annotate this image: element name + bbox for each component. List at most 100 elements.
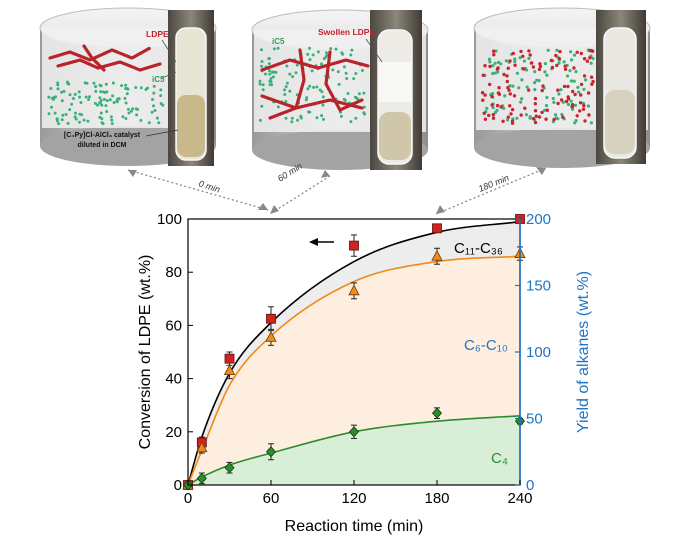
molecule-dot <box>260 104 264 108</box>
molecule-dot <box>66 121 70 125</box>
molecule-dot <box>496 70 500 74</box>
molecule-dot <box>126 107 130 111</box>
time-label-0: 0 min <box>197 178 221 194</box>
molecule-dot <box>531 65 536 69</box>
molecule-dot <box>587 113 591 117</box>
molecule-dot <box>129 109 133 113</box>
molecule-dot <box>509 112 513 116</box>
label-ldpe: LDPE <box>146 29 169 39</box>
molecule-dot <box>320 90 324 94</box>
molecule-dot <box>487 57 491 61</box>
molecule-dot <box>267 62 271 66</box>
molecule-dot <box>60 99 64 103</box>
molecule-dot <box>502 72 506 77</box>
molecule-dot <box>150 110 154 114</box>
molecule-dot <box>288 89 292 93</box>
molecule-dot <box>306 87 310 91</box>
molecule-dot <box>70 102 74 106</box>
molecule-dot <box>591 56 595 61</box>
molecule-dot <box>283 93 287 96</box>
molecule-dot <box>352 77 356 81</box>
molecule-dot <box>534 114 538 118</box>
molecule-dot <box>485 106 489 110</box>
molecule-dot <box>62 89 66 93</box>
molecule-dot <box>100 103 104 107</box>
molecule-dot <box>488 60 492 64</box>
molecule-dot <box>284 85 288 89</box>
x-tick-label: 60 <box>263 490 280 507</box>
molecule-dot <box>85 81 89 85</box>
molecule-dot <box>572 53 577 57</box>
molecule-dot <box>362 91 366 95</box>
molecule-dot <box>84 95 88 99</box>
molecule-dot <box>349 120 353 124</box>
molecule-dot <box>520 97 524 101</box>
molecule-dot <box>481 98 485 102</box>
molecule-dot <box>99 111 103 115</box>
molecule-dot <box>574 70 578 74</box>
time-label-180: 180 min <box>477 173 510 194</box>
molecule-dot <box>533 81 537 85</box>
molecule-dot <box>540 110 544 115</box>
molecule-dot <box>304 98 308 102</box>
molecule-dot <box>586 91 591 95</box>
molecule-dot <box>565 74 570 78</box>
molecule-dot <box>488 64 492 69</box>
molecule-dot <box>134 107 138 111</box>
panel-60min: iC5 Swollen LDPE <box>251 9 429 170</box>
molecule-dot <box>533 102 537 106</box>
y-tick-label: 40 <box>165 371 182 388</box>
molecule-dot <box>517 86 521 90</box>
molecule-dot <box>508 92 512 96</box>
molecule-dot <box>306 52 310 56</box>
marker-conversion-30 <box>224 353 235 364</box>
molecule-dot <box>493 61 497 65</box>
molecule-dot <box>573 92 577 97</box>
molecule-dot <box>109 115 113 119</box>
molecule-dot <box>322 117 325 121</box>
molecule-dot <box>483 63 487 68</box>
marker-c4-10 <box>196 472 207 484</box>
molecule-dot <box>492 49 496 53</box>
molecule-dot <box>483 117 488 122</box>
molecule-dot <box>522 59 527 63</box>
molecule-dot <box>560 112 564 117</box>
molecule-dot <box>490 103 494 107</box>
molecule-dot <box>545 73 549 77</box>
molecule-dot <box>531 117 536 121</box>
molecule-dot <box>60 90 64 94</box>
molecule-dot <box>538 64 543 69</box>
marker-c4-180 <box>431 407 443 419</box>
molecule-dot <box>320 114 324 118</box>
molecule-dot <box>515 116 519 120</box>
molecule-dot <box>305 96 309 100</box>
molecule-dot <box>123 96 127 100</box>
molecule-dot <box>134 86 138 89</box>
molecule-dot <box>551 96 555 101</box>
y-axis-right: 0 50 100 150 200 <box>515 211 551 494</box>
molecule-dot <box>78 120 81 124</box>
molecule-dot <box>125 92 129 96</box>
molecule-dot <box>283 88 286 92</box>
molecule-dot <box>105 99 109 103</box>
molecule-dot <box>558 49 562 54</box>
molecule-dot <box>260 64 263 68</box>
molecule-dot <box>482 111 486 116</box>
molecule-dot <box>103 91 107 94</box>
molecule-dot <box>334 47 338 51</box>
molecule-dot <box>354 116 358 120</box>
molecule-dot <box>566 97 571 101</box>
arrowhead <box>270 205 279 214</box>
molecule-dot <box>513 57 517 61</box>
molecule-dot <box>320 62 323 66</box>
molecule-dot <box>569 79 574 83</box>
molecule-dot <box>93 101 97 105</box>
molecule-dot <box>268 83 272 87</box>
molecule-dot <box>559 88 563 92</box>
molecule-dot <box>588 56 592 60</box>
molecule-dot <box>121 115 125 119</box>
ldpe-chain <box>48 46 152 62</box>
molecule-dot <box>290 120 294 124</box>
molecule-dot <box>78 112 82 116</box>
